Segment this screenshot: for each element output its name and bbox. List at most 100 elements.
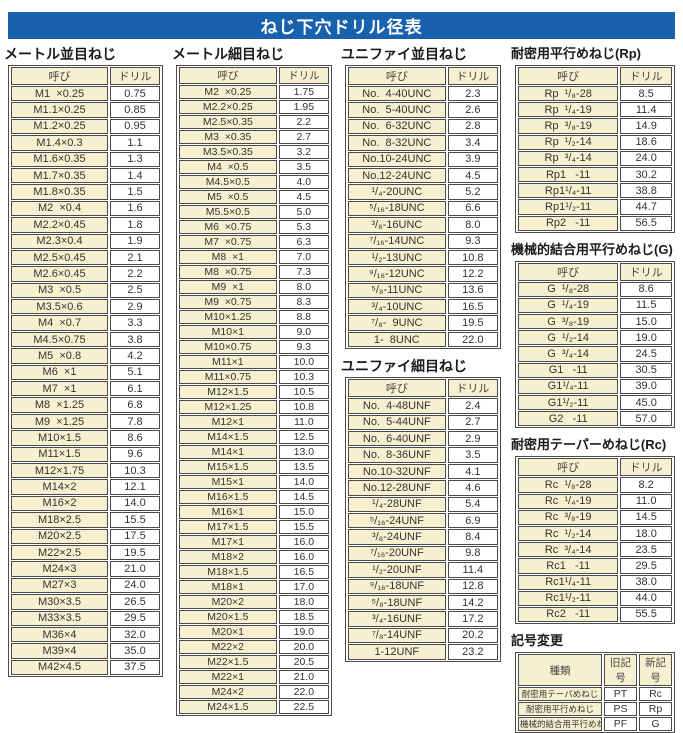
thread-name-cell: M4 ×0.5 bbox=[179, 160, 277, 174]
drill-size-cell: 10.3 bbox=[278, 370, 329, 384]
table-row: Rc2 -11 55.5 bbox=[518, 606, 672, 623]
table-row: No.12-24UNC 4.5 bbox=[348, 167, 498, 184]
table-row: M24×3 21.0 bbox=[11, 561, 160, 577]
drill-size-cell: 5.1 bbox=[110, 364, 160, 381]
thread-name-cell: M4.5×0.5 bbox=[179, 175, 277, 189]
thread-name-cell: M16×2 bbox=[11, 495, 109, 512]
table-row: G ¹/₂-14 19.0 bbox=[518, 330, 672, 346]
drill-size-cell: 4.2 bbox=[110, 348, 160, 364]
drill-size-cell: 45.0 bbox=[620, 395, 672, 411]
drill-size-cell: 44.0 bbox=[620, 590, 672, 606]
table-row: No. 4-40UNC 2.3 bbox=[348, 86, 498, 102]
thread-name-cell: M8 ×1 bbox=[179, 250, 277, 264]
table-row: ⁵/₁₆-18UNC 6.6 bbox=[348, 200, 498, 217]
drill-size-cell: 18.6 bbox=[620, 134, 672, 150]
table-row: M20×1 19.0 bbox=[179, 625, 329, 639]
drill-size-cell: 22.0 bbox=[447, 331, 498, 348]
drill-size-cell: 10.8 bbox=[447, 249, 498, 266]
thread-name-cell: M5.5×0.5 bbox=[179, 205, 277, 219]
drill-size-cell: 8.5 bbox=[620, 86, 672, 102]
drill-size-cell: 8.8 bbox=[278, 310, 329, 324]
drill-size-cell: 1.1 bbox=[110, 135, 160, 151]
spacer bbox=[511, 233, 679, 242]
table-row: M17×1.5 15.5 bbox=[179, 520, 329, 534]
thread-name-cell: M11×1.5 bbox=[11, 446, 109, 462]
drill-size-cell: 3.9 bbox=[447, 151, 498, 167]
table-row: M3.5×0.6 2.9 bbox=[11, 299, 160, 315]
table-row: Rc ³/₈-19 14.5 bbox=[518, 509, 672, 525]
table-row: M10×1.5 8.6 bbox=[11, 430, 160, 446]
table-row: M1 ×0.25 0.75 bbox=[11, 86, 160, 102]
thread-name-cell: M11×0.75 bbox=[179, 370, 277, 384]
table-row: ¹/₄-20UNC 5.2 bbox=[348, 184, 498, 200]
unified-fine-title: ユニファイ細目ねじ bbox=[341, 358, 467, 375]
table-row: ³/₄-16UNF 17.2 bbox=[348, 611, 498, 627]
thread-name-cell: Rp ³/₈-19 bbox=[518, 118, 619, 134]
thread-name-cell: M7 ×1 bbox=[11, 381, 109, 397]
thread-name-cell: M22×1 bbox=[179, 670, 277, 684]
rc-title: 耐密用テーパーめねじ(Rc) bbox=[511, 437, 667, 453]
drill-size-cell: 3.5 bbox=[278, 160, 329, 174]
drill-size-cell: 20.2 bbox=[447, 627, 498, 644]
metric-fine-table: 呼び ドリル M2 ×0.25 1.75 M2.2×0.25 1.95 M2.5×0.3… bbox=[176, 65, 332, 716]
thread-name-cell: M2.5×0.45 bbox=[11, 249, 109, 266]
thread-name-cell: M7 ×0.75 bbox=[179, 235, 277, 249]
table-row: M17×1 16.0 bbox=[179, 535, 329, 549]
thread-name-cell: ⁵/₁₆-18UNC bbox=[348, 200, 446, 217]
drill-size-cell: 20.0 bbox=[278, 640, 329, 654]
name-column-header: 呼び bbox=[518, 67, 619, 85]
table-row: ¹/₂-20UNF 11.4 bbox=[348, 562, 498, 578]
drill-size-cell: 8.6 bbox=[110, 430, 160, 446]
thread-name-cell: M42×4.5 bbox=[11, 659, 109, 676]
drill-size-cell: 15.5 bbox=[278, 520, 329, 534]
table-row: Rc ¹/₈-28 8.2 bbox=[518, 477, 672, 493]
thread-name-cell: M3 ×0.5 bbox=[11, 282, 109, 299]
table-row: ⁷/₁₆-20UNF 9.8 bbox=[348, 545, 498, 562]
rp-table: 呼び ドリル Rp ¹/₈-28 8.5 Rp ¹/₄-19 11.4 Rp ³/₈-1… bbox=[515, 65, 675, 233]
drill-size-cell: 6.8 bbox=[110, 397, 160, 413]
thread-name-cell: M24×3 bbox=[11, 561, 109, 577]
table-row: M12×1.75 10.3 bbox=[11, 462, 160, 479]
drill-size-cell: 14.9 bbox=[620, 118, 672, 134]
drill-size-cell: 29.5 bbox=[110, 610, 160, 626]
drill-size-cell: 30.2 bbox=[620, 166, 672, 183]
drill-size-cell: 15.0 bbox=[278, 505, 329, 519]
drill-size-cell: 18.0 bbox=[278, 595, 329, 609]
table-row: Rp ³/₄-14 24.0 bbox=[518, 150, 672, 166]
table-row: G ³/₄-14 24.5 bbox=[518, 346, 672, 362]
thread-name-cell: ¹/₂-13UNC bbox=[348, 249, 446, 266]
drill-size-cell: 1.4 bbox=[110, 167, 160, 184]
drill-size-cell: 8.3 bbox=[278, 295, 329, 309]
thread-name-cell: M16×1 bbox=[179, 505, 277, 519]
thread-name-cell: M22×2.5 bbox=[11, 544, 109, 561]
table-row: ³/₈-24UNF 8.4 bbox=[348, 529, 498, 545]
thread-name-cell: Rp ¹/₈-28 bbox=[518, 86, 619, 102]
table-row: 耐密用平行めねじ PS Rp bbox=[518, 702, 672, 717]
thread-name-cell: Rp ¹/₄-19 bbox=[518, 102, 619, 118]
thread-name-cell: G ¹/₄-19 bbox=[518, 297, 619, 314]
table-row: M18×1 17.0 bbox=[179, 580, 329, 594]
table-row: M4.5×0.75 3.8 bbox=[11, 331, 160, 348]
drill-size-cell: 3.2 bbox=[278, 145, 329, 159]
drill-size-cell: 1.9 bbox=[110, 233, 160, 249]
table-row: G ¹/₈-28 8.6 bbox=[518, 281, 672, 297]
g-title: 機械的結合用平行めねじ(G) bbox=[511, 241, 673, 257]
table-row: M33×3.5 29.5 bbox=[11, 610, 160, 626]
drill-size-cell: 23.2 bbox=[447, 644, 498, 660]
drill-size-cell: 4.5 bbox=[278, 190, 329, 204]
table-row: M10×1 9.0 bbox=[179, 325, 329, 339]
table-row: No. 5-44UNF 2.7 bbox=[348, 414, 498, 431]
drill-size-cell: 55.5 bbox=[620, 606, 672, 623]
table-row: Rc ¹/₄-19 11.0 bbox=[518, 493, 672, 509]
thread-name-cell: G1¹/₂-11 bbox=[518, 395, 619, 411]
drill-size-cell: 5.0 bbox=[278, 205, 329, 219]
drill-size-cell: 18.5 bbox=[278, 610, 329, 624]
table-row: M1.7×0.35 1.4 bbox=[11, 167, 160, 184]
thread-name-cell: No. 4-40UNC bbox=[348, 86, 446, 102]
drill-column-header: ドリル bbox=[278, 67, 329, 84]
drill-size-cell: 9.3 bbox=[278, 340, 329, 354]
thread-name-cell: Rc ³/₈-19 bbox=[518, 509, 619, 525]
table-row: ⁹/₁₆-18UNF 12.8 bbox=[348, 578, 498, 594]
thread-name-cell: M12×1.25 bbox=[179, 400, 277, 414]
thread-name-cell: M22×1.5 bbox=[179, 655, 277, 669]
